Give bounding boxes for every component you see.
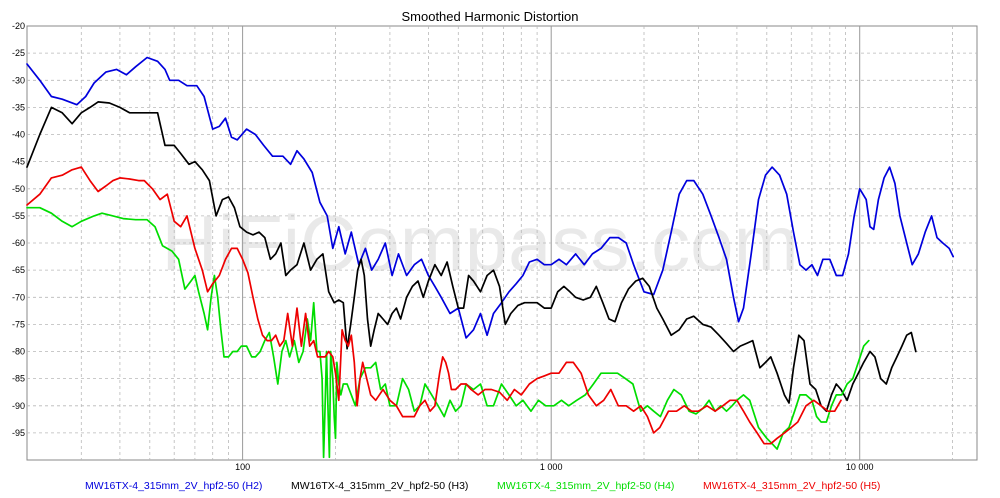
x-tick-label: 10 000 [846, 462, 874, 472]
series-line-3 [26, 206, 870, 459]
legend-entry-1: MW16TX-4_315mm_2V_hpf2-50 (H2) [85, 480, 262, 492]
y-tick-label: -65 [12, 265, 25, 275]
y-tick-label: -45 [12, 157, 25, 167]
series-line-1 [26, 56, 955, 339]
y-tick-label: -40 [12, 130, 25, 140]
y-tick-label: -95 [12, 428, 25, 438]
y-tick-label: -85 [12, 374, 25, 384]
y-tick-label: -60 [12, 238, 25, 248]
series-lines [26, 56, 955, 459]
legend-entry-3: MW16TX-4_315mm_2V_hpf2-50 (H4) [497, 480, 674, 492]
series-line-4 [26, 166, 842, 445]
y-tick-label: -75 [12, 319, 25, 329]
y-tick-label: -50 [12, 184, 25, 194]
x-tick-label: 1 000 [540, 462, 563, 472]
y-tick-label: -70 [12, 292, 25, 302]
legend-entry-2: MW16TX-4_315mm_2V_hpf2-50 (H3) [291, 480, 468, 492]
y-tick-label: -25 [12, 48, 25, 58]
y-tick-label: -30 [12, 75, 25, 85]
axis-labels: -20 -25 -30 -35 -40 -45 -50 -55 -60 -65 -70 -75 -80 -… [12, 21, 873, 472]
y-tick-label: -35 [12, 102, 25, 112]
y-tick-label: -90 [12, 401, 25, 411]
series-line-2 [26, 101, 917, 413]
grid-lines [27, 26, 977, 460]
legend: MW16TX-4_315mm_2V_hpf2-50 (H2) MW16TX-4_3… [85, 480, 880, 492]
y-tick-label: -20 [12, 21, 25, 31]
y-tick-label: -55 [12, 211, 25, 221]
legend-entry-4: MW16TX-4_315mm_2V_hpf2-50 (H5) [703, 480, 880, 492]
y-tick-label: -80 [12, 347, 25, 357]
x-tick-label: 100 [235, 462, 250, 472]
chart-title: Smoothed Harmonic Distortion [401, 9, 578, 24]
